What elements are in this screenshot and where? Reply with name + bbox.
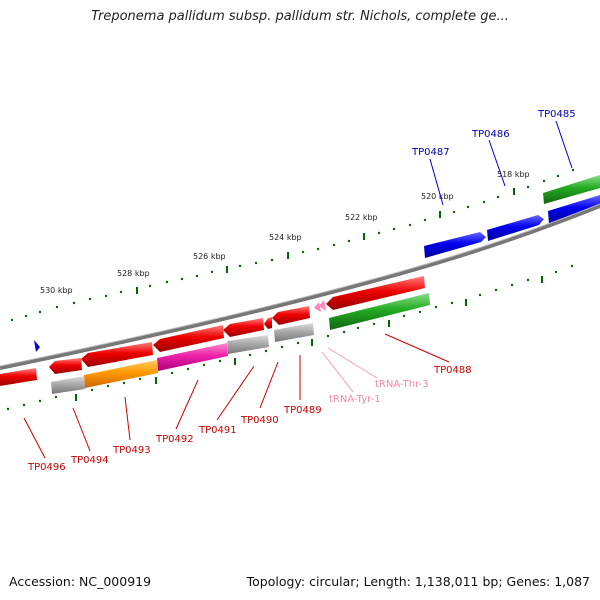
label-TP0487: TP0487 (411, 147, 450, 158)
gene-TP0486[interactable] (487, 215, 544, 241)
forward-strand-genes (34, 175, 600, 352)
gene-TP0488[interactable] (326, 276, 425, 310)
scale-label-530: 530 kbp (40, 286, 73, 295)
gene-TP0492[interactable] (81, 342, 153, 367)
rna-forward[interactable] (543, 175, 600, 204)
scale-label-524: 524 kbp (269, 233, 302, 242)
label-tRNA-Thr-3: tRNA-Thr-3 (375, 379, 429, 390)
gene-TP0490[interactable] (223, 318, 264, 337)
accession-text: Accession: NC_000919 (9, 574, 152, 589)
gene-TP0490a[interactable] (264, 317, 272, 329)
outer-scale-ticks (136, 188, 515, 294)
scale-label-528: 528 kbp (117, 269, 150, 278)
label-TP0491: TP0491 (198, 425, 237, 436)
gene-TP0485[interactable] (548, 195, 600, 224)
genome-backbone (0, 204, 600, 370)
label-TP0496: TP0496 (27, 462, 66, 473)
trna-Thr-3[interactable] (314, 302, 321, 312)
gene-TP0496[interactable] (0, 368, 37, 386)
trna-Tyr-1[interactable] (319, 300, 326, 311)
gene-TP0487[interactable] (424, 232, 486, 258)
scale-label-526: 526 kbp (193, 252, 226, 261)
label-tRNA-Tyr-1: tRNA-Tyr-1 (329, 394, 381, 405)
reverse-strand-genes (0, 276, 430, 386)
label-TP0489: TP0489 (283, 405, 322, 416)
scale-label-522: 522 kbp (345, 213, 378, 222)
cog-band (51, 323, 314, 394)
strand-marker (34, 340, 40, 352)
label-leaders (23, 120, 573, 459)
label-TP0494: TP0494 (70, 455, 109, 466)
rna-reverse[interactable] (329, 293, 430, 330)
gene-TP0493[interactable] (49, 358, 82, 374)
label-TP0488: TP0488 (433, 365, 472, 376)
label-TP0492: TP0492 (155, 434, 194, 445)
gene-TP0489[interactable] (272, 306, 310, 325)
label-TP0485: TP0485 (537, 109, 576, 120)
label-TP0490: TP0490 (240, 415, 279, 426)
map-title: Treponema pallidum subsp. pallidum str. … (91, 9, 509, 24)
label-TP0493: TP0493 (112, 445, 151, 456)
scale-label-520: 520 kbp (421, 192, 454, 201)
gene-TP0491[interactable] (153, 325, 224, 352)
inner-scale-ticks (75, 276, 543, 401)
outer-scale-dots (10, 168, 575, 322)
topology-text: Topology: circular; Length: 1,138,011 bp… (246, 574, 590, 589)
inner-scale-dots (6, 264, 574, 411)
scale-label-518: 518 kbp (497, 170, 530, 179)
label-TP0486: TP0486 (471, 129, 510, 140)
